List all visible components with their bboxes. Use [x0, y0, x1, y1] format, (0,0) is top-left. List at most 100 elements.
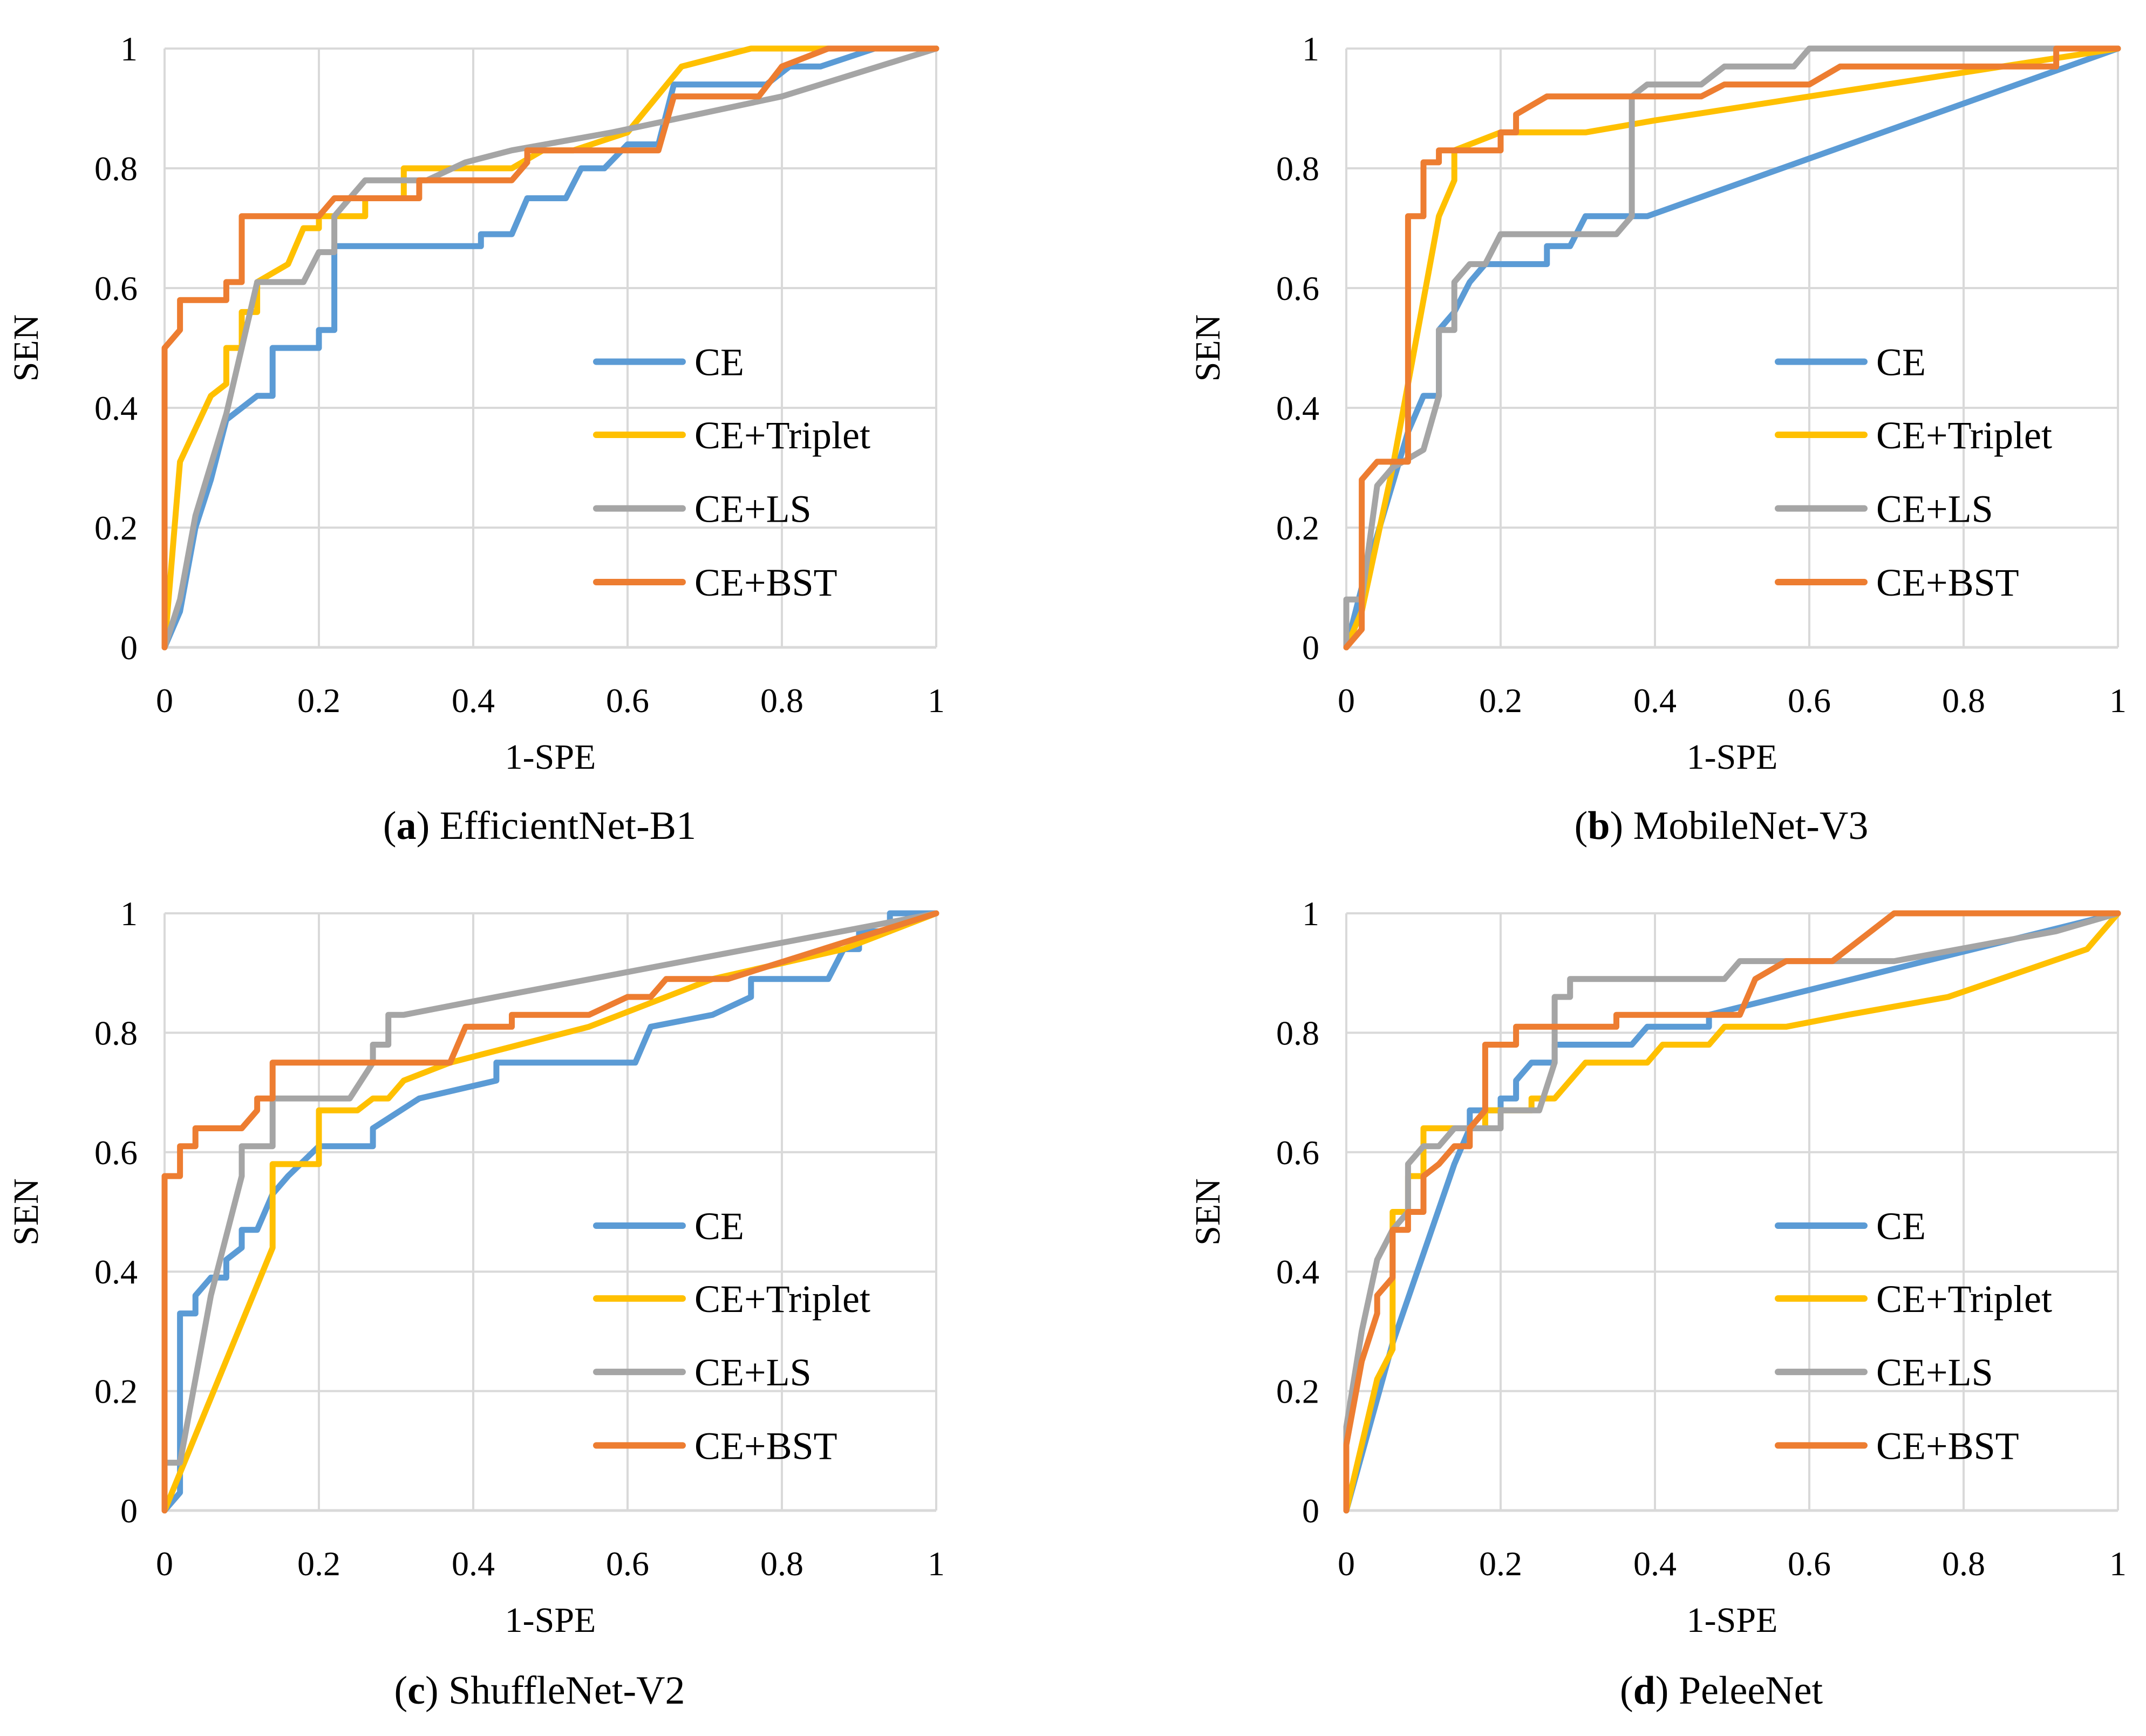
series-line-ce-triplet	[161, 910, 939, 1514]
y-tick-label: 1	[120, 30, 138, 68]
y-tick-label: 0.2	[94, 1372, 138, 1411]
y-tick-label: 0.6	[94, 1133, 138, 1172]
y-tick-label: 0	[120, 628, 138, 667]
caption-letter: b	[1588, 804, 1610, 848]
x-tick-label: 0	[1338, 681, 1355, 720]
caption-close-paren: )	[425, 1669, 439, 1713]
x-tick-label: 0.4	[1633, 681, 1677, 720]
y-tick-label: 0.4	[94, 389, 138, 427]
y-tick-label: 0.2	[94, 509, 138, 547]
y-tick-label: 0	[120, 1492, 138, 1530]
x-axis-title: 1-SPE	[505, 737, 596, 777]
x-tick-label: 0	[156, 681, 173, 720]
legend-label: CE+BST	[694, 561, 837, 604]
legend-label: CE	[694, 341, 744, 384]
caption-open-paren: (	[394, 1669, 407, 1713]
legend-label: CE+LS	[1876, 487, 1993, 530]
caption-letter: c	[407, 1669, 425, 1713]
y-tick-label: 0.6	[1276, 269, 1319, 307]
x-tick-label: 1	[2109, 681, 2127, 720]
panel-caption: (b) MobileNet-V3	[1575, 804, 1869, 848]
caption-open-paren: (	[1620, 1669, 1633, 1713]
y-axis-title: SEN	[6, 315, 46, 382]
y-tick-label: 0.4	[94, 1253, 138, 1291]
caption-close-paren: )	[1610, 804, 1623, 848]
y-tick-label: 0.4	[1276, 389, 1319, 427]
y-tick-label: 0.6	[94, 269, 138, 307]
series-line-ce-ls	[1343, 910, 2121, 1514]
legend-label: CE+LS	[694, 487, 812, 530]
legend-label: CE+Triplet	[1876, 1277, 2052, 1321]
caption-title: MobileNet-V3	[1623, 804, 1868, 848]
legend-label: CE	[1876, 341, 1926, 384]
legend-label: CE+Triplet	[694, 1277, 870, 1321]
panel-caption: (d) PeleeNet	[1620, 1669, 1823, 1713]
caption-title: PeleeNet	[1668, 1669, 1823, 1713]
x-tick-label: 0.2	[1479, 681, 1522, 720]
x-tick-label: 0.4	[1633, 1544, 1677, 1583]
y-axis-title: SEN	[1188, 315, 1228, 382]
series-line-ce	[161, 45, 939, 651]
x-tick-label: 0.6	[606, 1544, 649, 1583]
legend-label: CE	[694, 1205, 744, 1248]
x-tick-label: 0.6	[1788, 1544, 1831, 1583]
x-axis-title: 1-SPE	[1687, 737, 1778, 777]
y-tick-label: 1	[120, 894, 138, 933]
caption-letter: a	[397, 804, 417, 848]
y-tick-label: 0.8	[1276, 1014, 1319, 1052]
legend-label: CE+Triplet	[694, 414, 870, 457]
series-line-ce-bst	[1343, 910, 2121, 1514]
legend-label: CE+LS	[1876, 1351, 1993, 1394]
series-line-ce-triplet	[1343, 910, 2121, 1514]
series-line-ce-ls	[161, 45, 939, 651]
series-line-ce-bst	[161, 910, 939, 1514]
y-tick-label: 0.8	[94, 149, 138, 188]
x-tick-label: 1	[928, 681, 945, 720]
caption-close-paren: )	[1656, 1669, 1669, 1713]
series-line-ce-bst	[1343, 45, 2121, 651]
legend-label: CE+Triplet	[1876, 414, 2052, 457]
x-tick-label: 0	[156, 1544, 173, 1583]
y-tick-label: 0	[1302, 628, 1319, 667]
legend: CE CE+Triplet CE+LS CE+BST	[593, 1205, 870, 1467]
x-tick-label: 0.6	[1788, 681, 1831, 720]
legend-label: CE+BST	[694, 1424, 837, 1467]
legend-label: CE	[1876, 1205, 1926, 1248]
caption-title: ShuffleNet-V2	[439, 1669, 685, 1713]
x-axis-title: 1-SPE	[505, 1601, 596, 1640]
x-tick-label: 1	[2109, 1544, 2127, 1583]
x-tick-label: 0	[1338, 1544, 1355, 1583]
x-tick-label: 0.8	[1942, 681, 1985, 720]
x-tick-label: 0.6	[606, 681, 649, 720]
legend-label: CE+BST	[1876, 1424, 2019, 1467]
x-tick-label: 0.2	[297, 681, 340, 720]
series-line-ce	[1343, 910, 2121, 1514]
x-tick-label: 1	[928, 1544, 945, 1583]
panel-caption: (c) ShuffleNet-V2	[394, 1669, 685, 1713]
caption-open-paren: (	[383, 804, 397, 848]
x-tick-label: 0.8	[1942, 1544, 1985, 1583]
legend: CE CE+Triplet CE+LS CE+BST	[1775, 1205, 2052, 1467]
series-line-ce	[161, 910, 939, 1514]
y-axis-title: SEN	[1188, 1178, 1228, 1246]
x-tick-label: 0.4	[452, 681, 495, 720]
x-tick-label: 0.4	[452, 1544, 495, 1583]
series-line-ce	[1343, 45, 2121, 651]
x-tick-label: 0.2	[1479, 1544, 1522, 1583]
caption-title: EfficientNet-B1	[430, 804, 696, 848]
caption-close-paren: )	[417, 804, 430, 848]
y-tick-label: 0.2	[1276, 1372, 1319, 1411]
series-line-ce-bst	[161, 45, 939, 651]
y-tick-label: 0.8	[1276, 149, 1319, 188]
series-line-ce-ls	[161, 910, 939, 1514]
panel-caption: (a) EfficientNet-B1	[383, 804, 696, 848]
series-line-ce-ls	[1343, 45, 2121, 651]
caption-open-paren: (	[1575, 804, 1588, 848]
legend-label: CE+LS	[694, 1351, 812, 1394]
y-tick-label: 0	[1302, 1492, 1319, 1530]
